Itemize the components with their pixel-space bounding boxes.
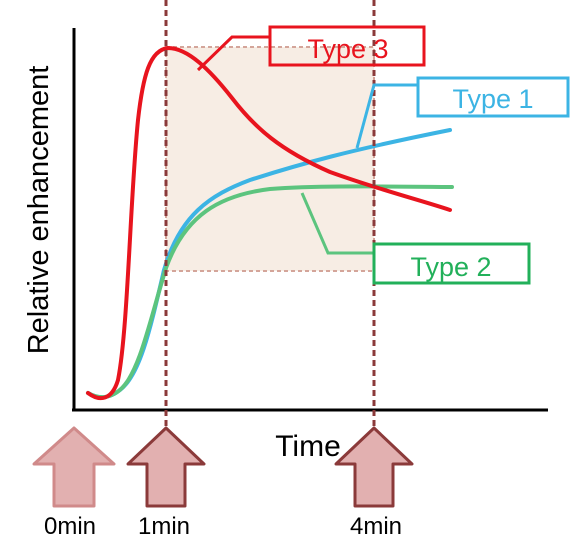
leader-type-2 — [300, 192, 374, 255]
leader-type-1 — [355, 83, 418, 149]
label-box-type-1 — [416, 76, 570, 118]
marker-label-4min: 4min — [350, 513, 402, 540]
x-axis-label: Time — [275, 430, 341, 463]
curve-type-3 — [86, 45, 452, 401]
y-axis-label: Relative enhancement — [23, 66, 55, 355]
washout-region — [165, 46, 375, 272]
label-box-type-2 — [372, 242, 531, 285]
arrow-4min — [334, 426, 414, 508]
curve-type-2 — [86, 184, 454, 400]
label-type-1: Type 1 — [452, 84, 533, 114]
leader-type-3 — [196, 35, 270, 72]
marker-label-1min: 1min — [138, 513, 190, 540]
label-type-3: Type 3 — [307, 34, 388, 64]
arrow-1min — [126, 426, 206, 508]
arrow-0min — [32, 426, 116, 508]
marker-label-0min: 0min — [44, 513, 96, 540]
label-type-2: Type 2 — [410, 252, 491, 282]
label-box-type-3 — [268, 25, 426, 67]
